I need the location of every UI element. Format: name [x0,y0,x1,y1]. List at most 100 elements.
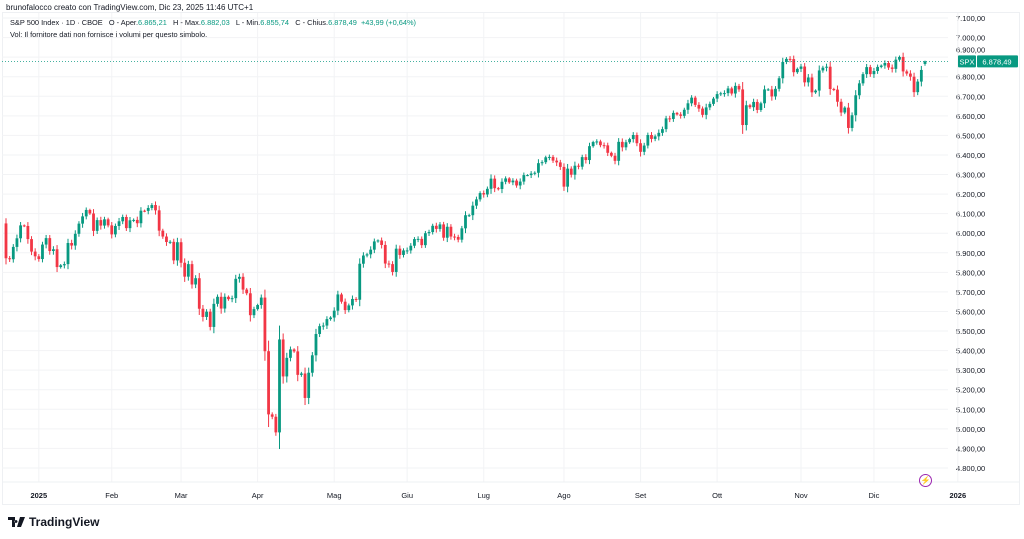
candle-body [905,71,909,74]
candle-body [795,68,799,73]
candle-body [493,178,497,189]
candle-body [361,255,365,264]
candle-body [205,311,208,317]
candle-body [496,188,500,190]
candle-body [839,101,843,113]
candle-body [810,77,814,93]
x-tick-label: 2026 [949,491,966,500]
candle-body [383,244,387,264]
candle-body [730,88,734,94]
candle-body [52,249,55,252]
candle-body [194,278,198,285]
x-tick-label: Giu [401,491,413,500]
candle-body [128,220,132,229]
candle-body [657,132,661,137]
candle-body [274,416,278,433]
candle-body [420,238,424,246]
candle-body [321,325,325,327]
y-tick-label: 7.100,00 [956,14,985,23]
candle-body [285,357,289,377]
candle-body [88,209,92,214]
candle-body [358,263,362,300]
y-tick-label: 6.300,00 [956,171,985,180]
candle-body [241,276,245,290]
candle-body [788,58,792,60]
y-tick-label: 6.600,00 [956,112,985,121]
candlestick-chart[interactable]: 4.800,00 4.900,00 5.000,00 5.100,00 5.200,00… [0,0,1024,505]
candle-body [919,69,923,82]
y-tick-label: 6.900,00 [956,45,985,54]
candle-body [259,297,263,306]
candle-body [183,262,187,277]
candle-body [405,250,409,252]
x-tick-label: Ago [557,491,570,500]
candle-body [836,89,839,102]
candle-body [77,223,81,234]
legend-close: 6.878,49 [328,18,357,27]
y-tick-label: 4.800,00 [956,464,985,473]
candle-body [847,107,850,128]
candle-body [861,74,865,84]
candle-body [613,155,617,161]
candle-body [682,109,686,116]
candle-body [281,339,285,377]
lightning-icon[interactable]: ⚡ [919,474,932,487]
candle-body [817,70,821,91]
candle-body [526,175,529,177]
x-tick-label: Apr [252,491,264,500]
candle-body [752,101,755,108]
candle-body [456,236,460,240]
candle-body [635,134,639,144]
candle-body [121,216,125,222]
candle-body [850,115,854,128]
candle-body [423,233,427,246]
x-tick-label: Nov [794,491,808,500]
y-tick-label: 5.500,00 [956,327,985,336]
candle-body [212,303,216,327]
candle-body [413,239,416,246]
candle-body [792,59,796,73]
candle-body [857,83,861,96]
candle-body [504,178,508,182]
candle-body [814,90,817,93]
candle-body [190,264,194,285]
candle-body [179,242,183,263]
candle-body [781,62,785,79]
candle-body [438,224,442,229]
candle-body [664,118,668,130]
candle-body [759,103,763,110]
candle-body [825,66,828,68]
candle-body [923,61,927,64]
candle-body [544,157,548,163]
candle-body [434,225,438,229]
y-tick-label: 6.400,00 [956,151,985,160]
candle-body [106,219,110,226]
candle-body [391,264,394,272]
candle-body [898,56,901,60]
legend-close-label: C - Chius. [295,18,329,27]
x-tick-label: Set [635,491,647,500]
candle-body [580,157,584,167]
candle-body [402,250,405,255]
candle-body [234,278,238,299]
legend-high-label: H - Max. [173,18,201,27]
candle-body [690,97,694,104]
candle-body [289,349,292,358]
candle-body [912,76,916,93]
candle-body [511,180,515,183]
candle-body [679,114,683,116]
last-price-label: 6.878,49 [982,57,1011,66]
tradingview-logo[interactable]: TradingView [8,515,99,529]
candle-body [124,216,128,229]
candle-body [901,56,905,72]
legend-open: 6.865,21 [138,18,167,27]
candle-body [868,67,872,75]
candle-body [887,62,890,68]
chart-legend: S&P 500 Index · 1D · CBOE O - Aper.6.865… [10,17,416,41]
candle-body [176,242,179,261]
candle-body [431,225,435,233]
candle-body [398,248,402,255]
candle-body [73,233,77,246]
candle-body [442,224,446,238]
candle-body [617,141,621,161]
